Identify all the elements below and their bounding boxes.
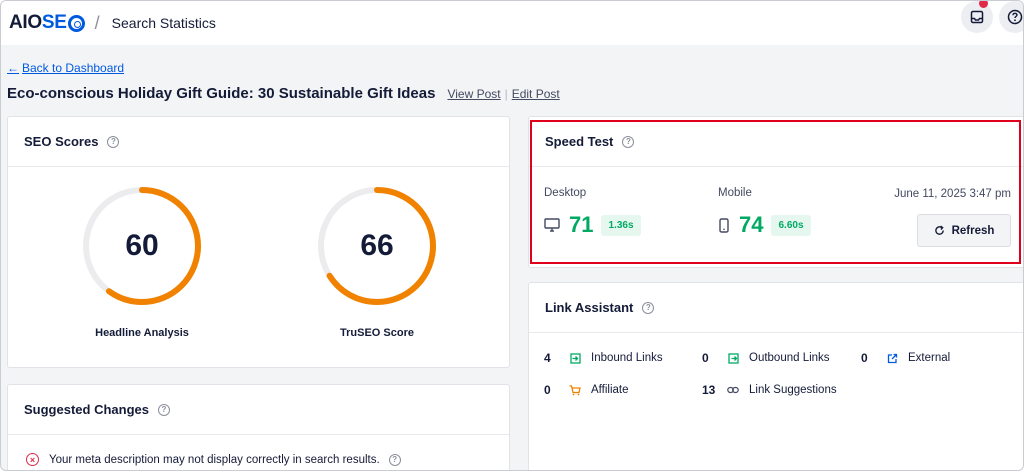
- notification-badge: [979, 1, 988, 8]
- link-count: 0: [544, 383, 551, 397]
- refresh-button[interactable]: Refresh: [917, 214, 1011, 247]
- post-link-separator: |: [504, 87, 508, 101]
- desktop-time-badge: 1.36s: [601, 214, 641, 236]
- seo-scores-header: SEO Scores ?: [8, 117, 509, 167]
- desktop-label: Desktop: [544, 187, 587, 199]
- speed-test-date: June 11, 2025 3:47 pm: [894, 188, 1011, 200]
- speed-test-card: Speed Test ? Desktop 71 1.36s Mobile: [528, 116, 1023, 268]
- help-icon[interactable]: ?: [157, 403, 170, 416]
- desktop-result: 71 1.36s: [544, 212, 641, 238]
- desktop-score: 71: [569, 212, 594, 237]
- mobile-time-badge: 6.60s: [771, 214, 811, 236]
- aioseo-logo[interactable]: AIO SE: [9, 12, 85, 34]
- logo-gear-icon: [67, 14, 85, 32]
- link-stat-inbound[interactable]: 4 Inbound Links: [544, 351, 663, 365]
- breadcrumb-separator: /: [94, 12, 100, 33]
- help-circle-icon: [1007, 9, 1023, 25]
- headline-analysis-score: 60 Headline Analysis: [77, 181, 207, 339]
- score-gauge: [83, 187, 201, 305]
- speed-test-header: Speed Test ?: [529, 117, 1023, 167]
- inbound-link-icon: [568, 352, 582, 364]
- help-icon[interactable]: ?: [388, 453, 401, 466]
- mobile-label: Mobile: [718, 187, 752, 199]
- score-label: Headline Analysis: [95, 327, 189, 339]
- post-title: Eco-conscious Holiday Gift Guide: 30 Sus…: [7, 85, 436, 102]
- error-circle-icon: ×: [26, 453, 39, 466]
- help-icon[interactable]: ?: [622, 135, 635, 148]
- chain-link-icon: [726, 386, 740, 394]
- suggestion-text: Your meta description may not display co…: [49, 453, 380, 466]
- post-title-row: Eco-conscious Holiday Gift Guide: 30 Sus…: [7, 85, 560, 102]
- seo-scores-title: SEO Scores: [24, 134, 99, 149]
- mobile-speed: Mobile 74 6.60s: [718, 187, 811, 238]
- top-header: AIO SE / Search Statistics: [1, 1, 1023, 45]
- mobile-score: 74: [739, 212, 764, 237]
- help-icon[interactable]: ?: [107, 135, 120, 148]
- outbound-link-icon: [726, 352, 740, 364]
- link-label: Outbound Links: [749, 352, 830, 364]
- inbox-icon: [970, 10, 984, 24]
- logo-text-aio: AIO: [9, 12, 42, 33]
- suggestion-item: × Your meta description may not display …: [8, 435, 509, 466]
- link-count: 4: [544, 351, 551, 365]
- link-stat-outbound[interactable]: 0 Outbound Links: [702, 351, 830, 365]
- link-stat-affiliate[interactable]: 0 Affiliate: [544, 383, 629, 397]
- suggested-changes-card: Suggested Changes ? × Your meta descript…: [7, 384, 510, 470]
- suggested-changes-header: Suggested Changes ?: [8, 385, 509, 435]
- link-assistant-title: Link Assistant: [545, 300, 634, 315]
- link-label: Affiliate: [591, 384, 629, 396]
- link-assistant-header: Link Assistant ?: [529, 283, 1023, 333]
- link-stat-external[interactable]: 0 External: [861, 351, 950, 365]
- view-post-link[interactable]: View Post: [447, 87, 501, 101]
- refresh-label: Refresh: [951, 224, 995, 237]
- refresh-icon: [934, 225, 944, 235]
- link-count: 13: [702, 383, 716, 397]
- score-value: 60: [125, 229, 159, 262]
- cart-icon: [568, 384, 582, 396]
- link-stat-suggestions[interactable]: 13 Link Suggestions: [702, 383, 837, 397]
- help-button[interactable]: [999, 1, 1023, 33]
- truseo-score: 66 TruSEO Score: [312, 181, 442, 339]
- desktop-icon: [544, 218, 560, 232]
- link-count: 0: [702, 351, 709, 365]
- link-label: Link Suggestions: [749, 384, 837, 396]
- header-actions: [961, 1, 1023, 33]
- link-label: External: [908, 352, 951, 364]
- desktop-speed: Desktop 71 1.36s: [544, 187, 641, 238]
- back-link-label: Back to Dashboard: [22, 61, 125, 75]
- gauge-arc: [83, 187, 201, 305]
- link-label: Inbound Links: [591, 352, 663, 364]
- link-count: 0: [861, 351, 868, 365]
- logo-text-seo: SE: [41, 12, 67, 33]
- help-icon[interactable]: ?: [642, 301, 655, 314]
- seo-scores-card: SEO Scores ? 60 Headline Analysis 66 Tru…: [7, 116, 510, 368]
- score-value: 66: [360, 229, 394, 262]
- back-to-dashboard-link[interactable]: ← Back to Dashboard: [7, 61, 124, 75]
- edit-post-link[interactable]: Edit Post: [511, 87, 560, 101]
- external-link-icon: [885, 353, 899, 364]
- page-title: Search Statistics: [111, 15, 216, 31]
- score-gauge: [318, 187, 436, 305]
- mobile-result: 74 6.60s: [718, 212, 811, 238]
- score-label: TruSEO Score: [340, 327, 414, 339]
- notifications-button[interactable]: [961, 1, 993, 33]
- arrow-left-icon: ←: [7, 61, 19, 75]
- gauge-arc: [318, 187, 436, 305]
- speed-test-title: Speed Test: [545, 134, 614, 149]
- suggested-changes-title: Suggested Changes: [24, 402, 149, 417]
- link-assistant-card: Link Assistant ? 4 Inbound Links 0 Outbo…: [528, 282, 1023, 470]
- mobile-phone-icon: [719, 217, 729, 233]
